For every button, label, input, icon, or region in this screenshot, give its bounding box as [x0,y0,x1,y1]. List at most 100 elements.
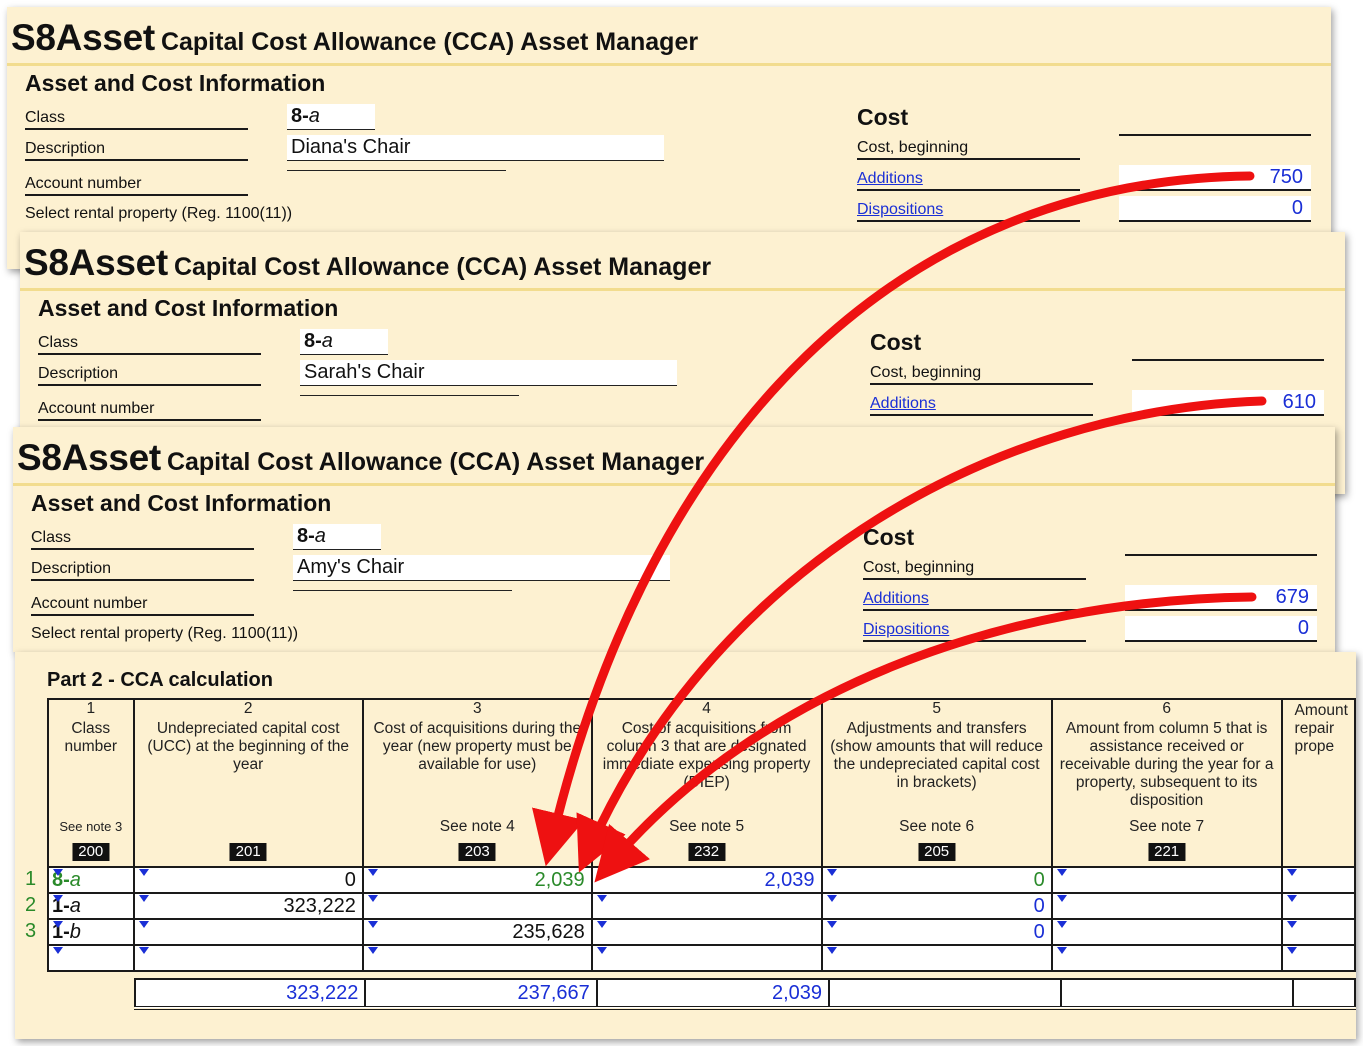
additions-link[interactable]: Additions [857,170,1080,191]
total-diep: 2,039 [595,978,831,1010]
dropdown-icon [138,947,149,954]
ucc-cell[interactable] [132,918,364,946]
dispositions-field[interactable]: 0 [1119,196,1311,222]
adjustments-cell[interactable] [820,944,1053,972]
col-header-assistance: 6 Amount from column 5 that is assistanc… [1050,698,1283,868]
dispositions-link[interactable]: Dispositions [863,621,1086,642]
acquisitions-cell[interactable] [361,892,593,920]
dispositions-link[interactable]: Dispositions [857,201,1080,222]
dropdown-icon [596,947,607,954]
class-cell[interactable]: 8-a [47,866,135,894]
diep-cell[interactable]: 2,039 [590,866,823,894]
dropdown-icon [53,921,63,928]
acquisitions-cell[interactable]: 2,039 [361,866,593,894]
totals-row: 323,222 237,667 2,039 [133,978,1356,1010]
total-assistance [1060,978,1295,1010]
description-field[interactable]: Sarah's Chair [300,360,677,386]
dropdown-icon [53,947,63,954]
adjustments-cell[interactable]: 0 [820,892,1053,920]
form-subtitle: Capital Cost Allowance (CCA) Asset Manag… [160,28,699,56]
cca-table: 1 Class number See note 3 200 2 Undeprec… [47,698,1356,972]
table-row: 8-a 0 2,039 2,039 0 [47,866,1356,894]
note-label: See note 7 [1129,818,1205,835]
account-number-field[interactable] [287,170,506,171]
title-divider [20,288,1345,291]
cost-beginning-field[interactable] [1119,134,1311,136]
assistance-cell[interactable] [1050,918,1283,946]
line-code: 200 [72,843,110,861]
account-number-field[interactable] [300,395,519,396]
form-subtitle: Capital Cost Allowance (CCA) Asset Manag… [166,448,705,476]
dropdown-icon [367,921,378,928]
diep-cell[interactable] [590,918,823,946]
total-ucc: 323,222 [133,978,367,1010]
additions-link[interactable]: Additions [870,395,1093,416]
dropdown-icon [53,869,63,876]
acquisitions-cell[interactable]: 235,628 [361,918,593,946]
dropdown-icon [1056,895,1067,902]
additions-field[interactable]: 679 [1125,585,1317,611]
dropdown-icon [1286,869,1297,876]
dropdown-icon [596,895,607,902]
description-field[interactable]: Amy's Chair [293,555,670,581]
additions-field[interactable]: 750 [1119,165,1311,191]
line-code: 205 [918,843,956,861]
rental-property-label[interactable]: Select rental property (Reg. 1100(11)) [25,205,293,222]
brand-name: S8Asset [11,17,155,58]
note-label: See note 6 [899,818,975,835]
adjustments-cell[interactable]: 0 [820,866,1053,894]
repair-cell[interactable] [1280,944,1356,972]
dropdown-icon [596,921,607,928]
diep-cell[interactable] [590,944,823,972]
account-number-field[interactable] [293,590,512,591]
account-number-label: Account number [38,400,261,421]
class-field[interactable]: 8-a [300,329,388,355]
dropdown-icon [53,895,63,902]
assistance-cell[interactable] [1050,866,1283,894]
dropdown-icon [1286,895,1297,902]
cost-beginning-field[interactable] [1125,554,1317,556]
repair-cell[interactable] [1280,866,1356,894]
assistance-cell[interactable] [1050,892,1283,920]
dropdown-icon [138,921,149,928]
ucc-cell[interactable]: 0 [132,866,364,894]
class-field[interactable]: 8-a [287,104,375,130]
acquisitions-cell[interactable] [361,944,593,972]
part2-title: Part 2 - CCA calculation [47,669,273,691]
section-heading: Asset and Cost Information [31,490,332,516]
additions-link[interactable]: Additions [863,590,1086,611]
class-cell[interactable] [47,944,135,972]
brand-name: S8Asset [24,242,168,283]
row-number: 3 [25,920,37,942]
dropdown-icon [1056,869,1067,876]
ucc-cell[interactable] [132,944,364,972]
header-row: 1 Class number See note 3 200 2 Undeprec… [47,698,1356,868]
dropdown-icon [826,895,837,902]
table-row: 1-b 235,628 0 [47,918,1356,946]
ucc-cell[interactable]: 323,222 [132,892,364,920]
assistance-cell[interactable] [1050,944,1283,972]
description-label: Description [25,140,248,161]
col-header-class: 1 Class number See note 3 200 [47,698,135,868]
diep-cell[interactable] [590,892,823,920]
line-code: 203 [458,843,496,861]
line-code: 201 [229,843,267,861]
adjustments-cell[interactable]: 0 [820,918,1053,946]
form-title: S8Asset Capital Cost Allowance (CCA) Asse… [11,17,698,59]
dropdown-icon [1056,947,1067,954]
description-field[interactable]: Diana's Chair [287,135,664,161]
table-row: 1-a 323,222 0 [47,892,1356,920]
rental-property-label[interactable]: Select rental property (Reg. 1100(11)) [31,625,299,642]
description-label: Description [38,365,261,386]
cost-beginning-field[interactable] [1132,359,1324,361]
account-number-label: Account number [25,175,248,196]
repair-cell[interactable] [1280,918,1356,946]
note-label: See note 5 [669,818,745,835]
repair-cell[interactable] [1280,892,1356,920]
cost-beginning-label: Cost, beginning [863,559,1086,580]
additions-field[interactable]: 610 [1132,390,1324,416]
class-cell[interactable]: 1-a [47,892,135,920]
class-cell[interactable]: 1-b [47,918,135,946]
class-field[interactable]: 8-a [293,524,381,550]
dispositions-field[interactable]: 0 [1125,616,1317,642]
